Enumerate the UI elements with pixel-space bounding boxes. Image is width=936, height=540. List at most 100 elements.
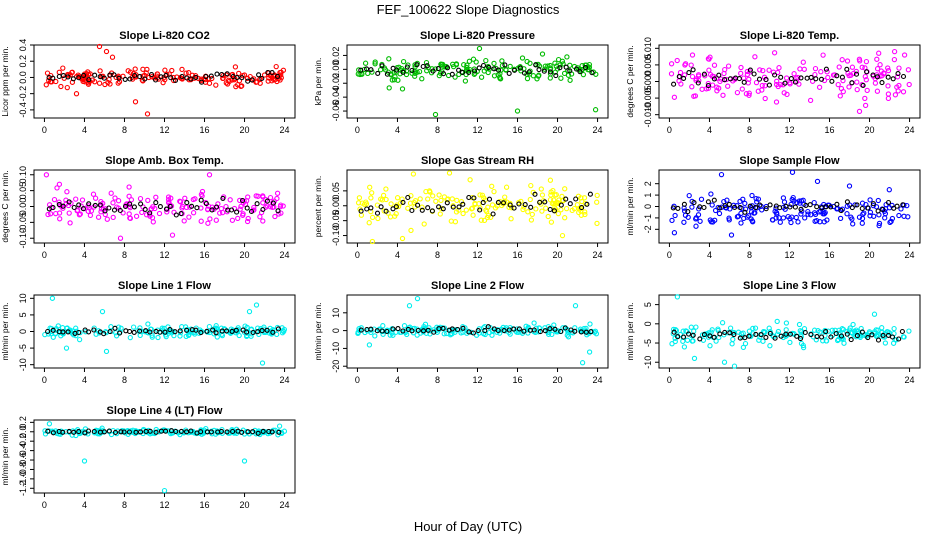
data-point: [57, 216, 63, 222]
data-point: [96, 80, 103, 86]
reference-point: [511, 205, 517, 211]
data-point: [526, 71, 533, 77]
data-point: [707, 217, 713, 223]
data-point: [244, 324, 250, 331]
data-point: [152, 205, 158, 212]
data-point: [416, 68, 423, 75]
reference-point: [260, 428, 266, 434]
data-point: [489, 202, 496, 208]
x-tick-label: 4: [82, 375, 87, 385]
data-point: [854, 86, 860, 93]
reference-point: [208, 429, 214, 435]
data-point: [886, 187, 892, 193]
reference-point: [450, 204, 456, 210]
reference-point: [506, 327, 512, 333]
data-point: [817, 219, 823, 225]
data-point: [567, 77, 573, 83]
data-point: [752, 54, 758, 60]
data-point: [672, 338, 678, 345]
data-point: [874, 56, 880, 62]
data-point: [892, 92, 899, 98]
data-point: [681, 208, 688, 214]
reference-point: [879, 80, 885, 86]
data-point: [878, 68, 884, 74]
reference-point: [260, 206, 266, 213]
data-point: [50, 334, 56, 340]
data-point: [787, 339, 793, 346]
data-point: [848, 214, 854, 220]
data-point: [449, 196, 455, 202]
data-point: [163, 333, 169, 340]
data-point: [873, 327, 879, 333]
x-tick-label: 4: [395, 250, 400, 260]
data-point: [394, 195, 401, 201]
data-point: [483, 57, 489, 64]
reference-point: [60, 203, 66, 209]
x-tick-label: 16: [825, 125, 835, 135]
data-point: [228, 326, 234, 332]
data-point: [741, 75, 747, 81]
data-point: [356, 67, 362, 73]
data-point: [73, 325, 79, 331]
data-point: [776, 215, 782, 221]
reference-point: [874, 74, 880, 80]
data-point: [412, 73, 418, 79]
reference-point: [147, 329, 153, 335]
outlier-point: [117, 235, 124, 241]
reference-point: [686, 331, 692, 337]
data-point: [874, 88, 881, 94]
reference-point: [756, 76, 763, 82]
data-point: [488, 214, 494, 220]
data-point: [889, 215, 896, 222]
reference-point: [854, 202, 860, 208]
x-tick-label: 24: [593, 375, 603, 385]
reference-point: [203, 201, 209, 207]
data-point: [686, 192, 692, 199]
reference-point: [737, 205, 743, 211]
data-point: [461, 62, 467, 68]
reference-point: [500, 200, 507, 206]
reference-point: [163, 72, 169, 78]
data-point: [882, 206, 889, 212]
data-point: [380, 192, 387, 199]
data-point: [64, 189, 70, 195]
data-point: [181, 218, 187, 224]
data-point: [698, 196, 705, 202]
data-point: [73, 196, 79, 202]
reference-point: [889, 334, 896, 340]
reference-point: [865, 335, 871, 341]
data-point: [112, 195, 118, 201]
reference-point: [112, 429, 119, 435]
y-tick-label: -2: [643, 225, 653, 233]
reference-point: [86, 201, 92, 207]
reference-point: [563, 196, 569, 202]
data-point: [760, 338, 766, 344]
reference-point: [435, 66, 441, 72]
reference-point: [675, 334, 681, 340]
outlier-point: [871, 311, 878, 317]
data-point: [582, 62, 588, 68]
data-point: [467, 177, 473, 183]
reference-point: [425, 327, 431, 333]
data-point: [375, 215, 381, 222]
data-point: [438, 197, 444, 204]
x-tick-label: 4: [707, 250, 712, 260]
data-point: [565, 334, 572, 340]
y-tick-label: 0: [18, 329, 28, 334]
y-tick-label: 0.010: [643, 37, 653, 60]
panel-9: Slope Line 3 Flow ml/min per min. 0 4 8 12 16 2…: [625, 280, 921, 385]
outlier-point: [81, 458, 88, 464]
series-points: [42, 295, 288, 366]
data-point: [417, 196, 423, 202]
reference-point: [429, 208, 435, 214]
data-point: [862, 102, 869, 109]
data-point: [132, 66, 138, 72]
panel-3: Slope Li-820 Temp. degrees C per min. 0 4 8 1…: [625, 30, 921, 135]
reference-point: [722, 203, 728, 209]
reference-point: [234, 75, 240, 81]
data-point: [837, 93, 843, 99]
data-point: [260, 194, 266, 200]
reference-point: [751, 71, 757, 77]
data-point: [59, 325, 66, 331]
data-point: [507, 63, 513, 70]
